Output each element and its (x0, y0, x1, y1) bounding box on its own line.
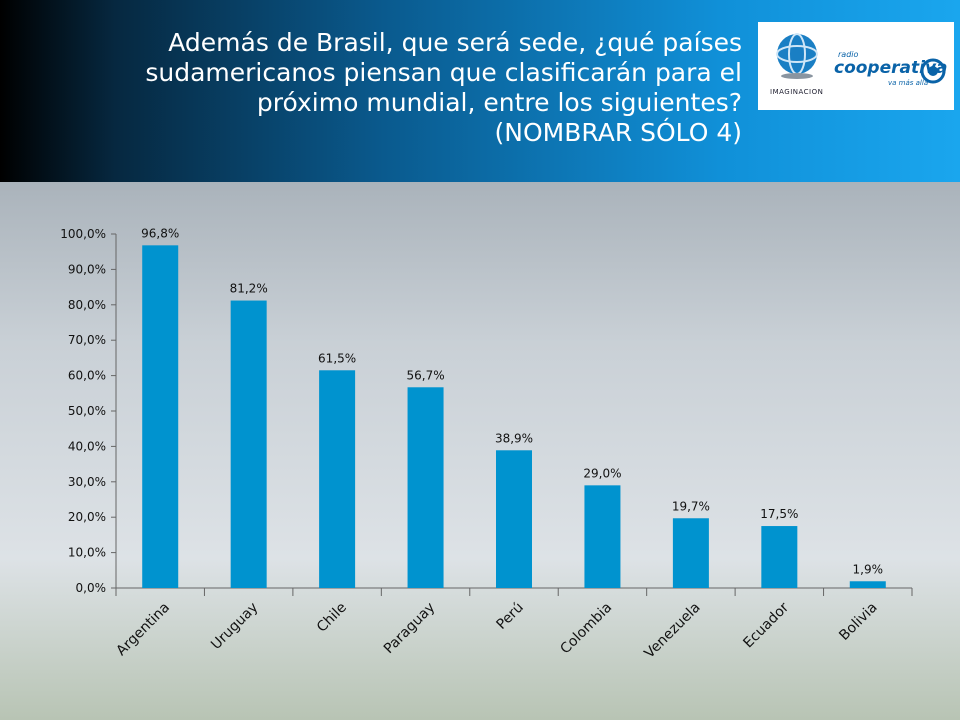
data-label: 19,7% (672, 499, 710, 513)
logo-panel: IMAGINACION radio cooperativa va más all… (758, 22, 954, 110)
y-tick-label: 90,0% (68, 262, 106, 276)
data-label: 38,9% (495, 431, 533, 445)
title-line: próximo mundial, entre los siguientes? (256, 88, 742, 117)
title-banner: Además de Brasil, que será sede, ¿qué pa… (0, 0, 960, 182)
imaginacion-logo-text: IMAGINACION (770, 88, 824, 96)
bar (761, 526, 798, 588)
bar (496, 450, 532, 588)
cooperativa-logo-text: cooperativa (834, 58, 948, 78)
y-tick-label: 80,0% (68, 298, 106, 312)
bar (142, 245, 179, 588)
title-line: (NOMBRAR SÓLO 4) (494, 118, 743, 147)
data-label: 29,0% (583, 466, 621, 480)
imaginacion-globe-icon (776, 33, 818, 79)
cooperativa-radio-text: radio (838, 50, 859, 59)
data-label: 96,8% (141, 226, 179, 240)
y-tick-label: 70,0% (68, 333, 106, 347)
page-title: Además de Brasil, que será sede, ¿qué pa… (42, 28, 742, 148)
bar (672, 518, 709, 588)
y-tick-label: 20,0% (68, 510, 106, 524)
x-tick-label: Ecuador (740, 599, 792, 651)
x-tick-label: Perú (493, 600, 526, 633)
y-tick-label: 0,0% (76, 581, 107, 595)
cooperativa-tagline: va más allá (888, 79, 929, 87)
data-label: 1,9% (853, 562, 884, 576)
data-label: 61,5% (318, 351, 356, 365)
title-line: sudamericanos piensan que clasificarán p… (145, 58, 742, 87)
bar (849, 581, 886, 588)
bar (407, 387, 444, 588)
x-tick-label: Venezuela (642, 600, 704, 662)
y-tick-label: 40,0% (68, 439, 106, 453)
bar (319, 370, 356, 588)
x-tick-label: Uruguay (208, 600, 261, 653)
cooperativa-swirl-icon (920, 58, 946, 84)
data-label: 81,2% (230, 282, 268, 296)
bar (584, 485, 621, 588)
x-tick-label: Bolivia (836, 600, 880, 644)
y-tick-label: 60,0% (68, 369, 106, 383)
y-tick-label: 10,0% (68, 546, 106, 560)
bar-chart: 0,0% 10,0% 20,0% 30,0% 40,0% 50,0% 60,0% 70,0% 8… (60, 226, 913, 662)
x-tick-label: Paraguay (381, 600, 439, 658)
bar (230, 300, 267, 588)
x-tick-label: Colombia (557, 600, 615, 658)
y-tick-label: 30,0% (68, 475, 106, 489)
y-tick-label: 50,0% (68, 404, 106, 418)
y-tick-label: 100,0% (60, 227, 106, 241)
x-tick-label: Argentina (113, 600, 173, 660)
data-label: 56,7% (406, 368, 444, 382)
title-line: Además de Brasil, que será sede, ¿qué pa… (168, 28, 742, 57)
data-label: 17,5% (760, 507, 798, 521)
x-tick-label: Chile (314, 600, 350, 636)
